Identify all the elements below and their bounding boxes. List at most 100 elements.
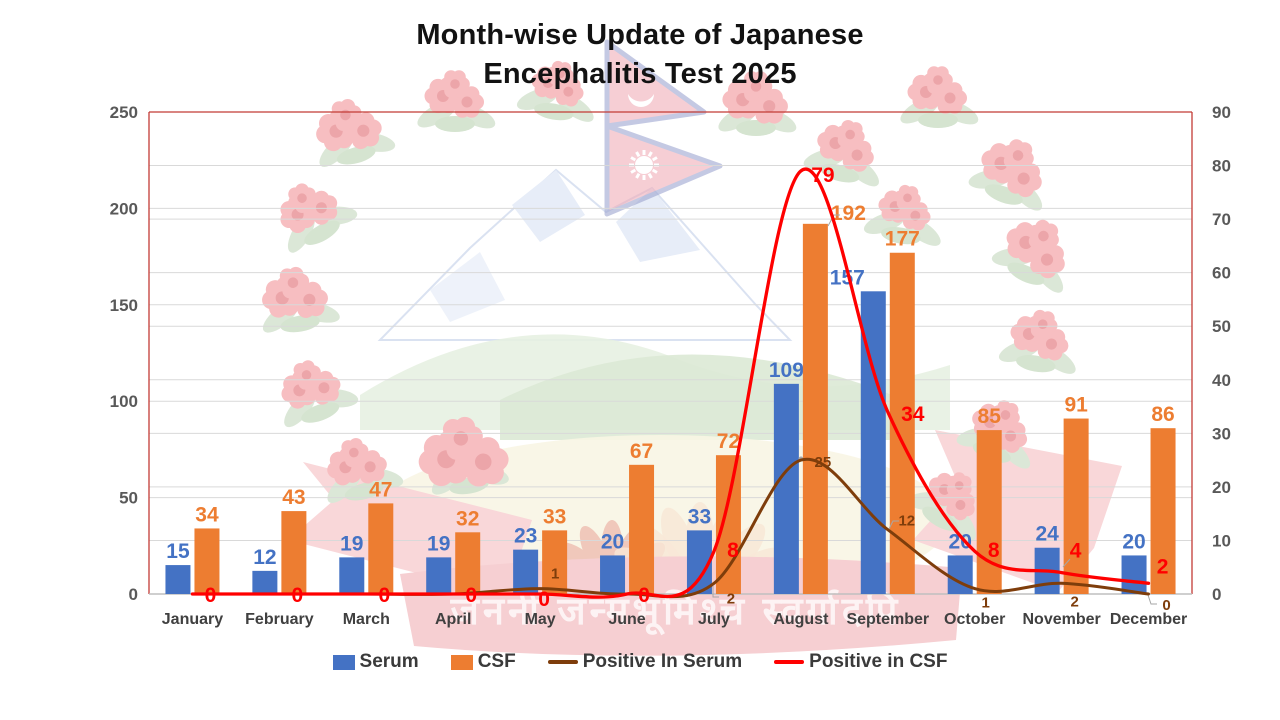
rhododendron-flower-icon <box>718 71 797 136</box>
right-axis-tick-label: 0 <box>1212 585 1221 604</box>
bar-value-label: 192 <box>831 202 866 225</box>
line-value-label-csf: 34 <box>901 403 925 426</box>
line-value-label-csf: 8 <box>727 539 739 562</box>
rhododendron-flower-icon <box>262 266 340 333</box>
left-axis-tick-label: 100 <box>110 392 138 411</box>
plot-area: 0501001502002500102030405060708090Januar… <box>110 103 1231 628</box>
bar-serum-march <box>339 557 365 594</box>
bar-value-label: 20 <box>601 530 624 553</box>
rhododendron-flower-icon <box>327 438 404 503</box>
bar-csf-june <box>629 464 655 594</box>
nepal-flag-icon <box>604 39 723 217</box>
line-value-label-csf: 0 <box>538 588 550 611</box>
rhododendron-flower-icon <box>863 184 941 246</box>
leader-line <box>827 214 840 227</box>
month-label: August <box>773 611 829 628</box>
positive-csf-line-icon <box>774 660 805 664</box>
month-label: December <box>1110 611 1187 628</box>
month-label: May <box>525 611 556 628</box>
month-label: June <box>608 611 645 628</box>
right-axis-tick-label: 70 <box>1212 210 1231 229</box>
bar-csf-october <box>976 430 1002 594</box>
line-value-label-serum: 1 <box>982 595 990 612</box>
line-value-label-csf: 0 <box>205 584 217 607</box>
bar-csf-april <box>455 532 481 594</box>
right-axis-tick-label: 90 <box>1212 103 1231 122</box>
month-label: April <box>435 611 471 628</box>
bar-serum-august <box>773 383 799 594</box>
bar-csf-july <box>715 455 741 594</box>
bar-serum-may <box>513 549 539 594</box>
positive-serum-line-icon <box>547 660 578 664</box>
legend-item-positive-in-serum: Positive In Serum <box>547 651 743 673</box>
chart-title-line1: Month-wise Update of Japanese <box>416 19 864 51</box>
right-axis-tick-label: 50 <box>1212 317 1231 336</box>
leader-line <box>712 586 719 598</box>
bar-value-label: 20 <box>1122 530 1145 553</box>
right-axis-tick-label: 30 <box>1212 424 1231 443</box>
bar-value-label: 47 <box>369 478 392 501</box>
rhododendron-flower-icon <box>998 309 1076 374</box>
line-value-label-csf: 8 <box>988 539 1000 562</box>
month-label: February <box>245 611 314 628</box>
bar-value-label: 34 <box>195 503 219 526</box>
rhododendron-flower-icon <box>316 99 396 167</box>
bar-value-label: 109 <box>769 359 804 382</box>
chart-title-line2: Encephalitis Test 2025 <box>483 58 797 90</box>
line-value-label-csf: 0 <box>465 584 477 607</box>
bar-value-label: 91 <box>1064 394 1088 417</box>
legend-item-serum: Serum <box>332 651 419 673</box>
bar-value-label: 19 <box>340 532 363 555</box>
rhododendron-flower-icon <box>281 360 359 428</box>
bar-csf-november <box>1063 418 1089 594</box>
bar-value-label: 32 <box>456 507 479 530</box>
month-label: October <box>944 611 1005 628</box>
bar-serum-october <box>947 555 973 594</box>
line-value-label-csf: 2 <box>1157 555 1169 578</box>
chart-title: Month-wise Update of Japanese Encephalit… <box>0 16 1280 94</box>
bar-value-label: 85 <box>978 405 1002 428</box>
line-value-label-csf: 0 <box>638 584 650 607</box>
left-axis-tick-label: 0 <box>129 585 138 604</box>
legend-label: CSF <box>477 651 516 672</box>
bar-value-label: 67 <box>630 440 653 463</box>
bar-value-label: 24 <box>1035 523 1059 546</box>
bar-value-label: 86 <box>1151 403 1174 426</box>
line-value-label-csf: 79 <box>811 164 834 187</box>
chart-legend: Serum CSF Positive In Serum Positive in … <box>0 651 1280 673</box>
right-axis-tick-label: 20 <box>1212 478 1231 497</box>
bar-csf-february <box>281 511 307 594</box>
rhododendron-flower-icon <box>803 120 879 187</box>
legend-item-csf: CSF <box>450 651 516 673</box>
line-value-label-serum: 0 <box>1162 597 1170 614</box>
bar-csf-march <box>368 503 394 594</box>
bar-value-label: 33 <box>688 505 711 528</box>
left-axis-tick-label: 50 <box>119 489 138 508</box>
bar-value-label: 20 <box>949 530 972 553</box>
legend-label: Serum <box>359 651 419 672</box>
leader-line <box>1147 594 1157 605</box>
bar-value-label: 43 <box>282 486 305 509</box>
bar-value-label: 157 <box>830 266 865 289</box>
bar-value-label: 12 <box>253 546 276 569</box>
bar-value-label: 19 <box>427 532 450 555</box>
bar-serum-april <box>426 557 452 594</box>
month-label: September <box>846 611 929 628</box>
bar-csf-may <box>542 530 568 594</box>
leader-line <box>1062 558 1071 568</box>
bar-serum-january <box>165 565 191 594</box>
bar-value-label: 23 <box>514 525 537 548</box>
month-label: March <box>343 611 390 628</box>
himalaya-mountain-icon <box>377 168 793 341</box>
line-value-label-csf: 0 <box>378 584 390 607</box>
left-axis-tick-label: 150 <box>110 296 138 315</box>
bar-serum-june <box>600 555 626 594</box>
gridlines <box>149 165 1192 541</box>
line-value-label-serum: 12 <box>898 513 915 530</box>
right-axis-tick-label: 60 <box>1212 264 1231 283</box>
csf-swatch-icon <box>450 654 473 670</box>
flag-sun-icon <box>629 150 659 180</box>
legend-label: Positive In Serum <box>582 651 743 672</box>
